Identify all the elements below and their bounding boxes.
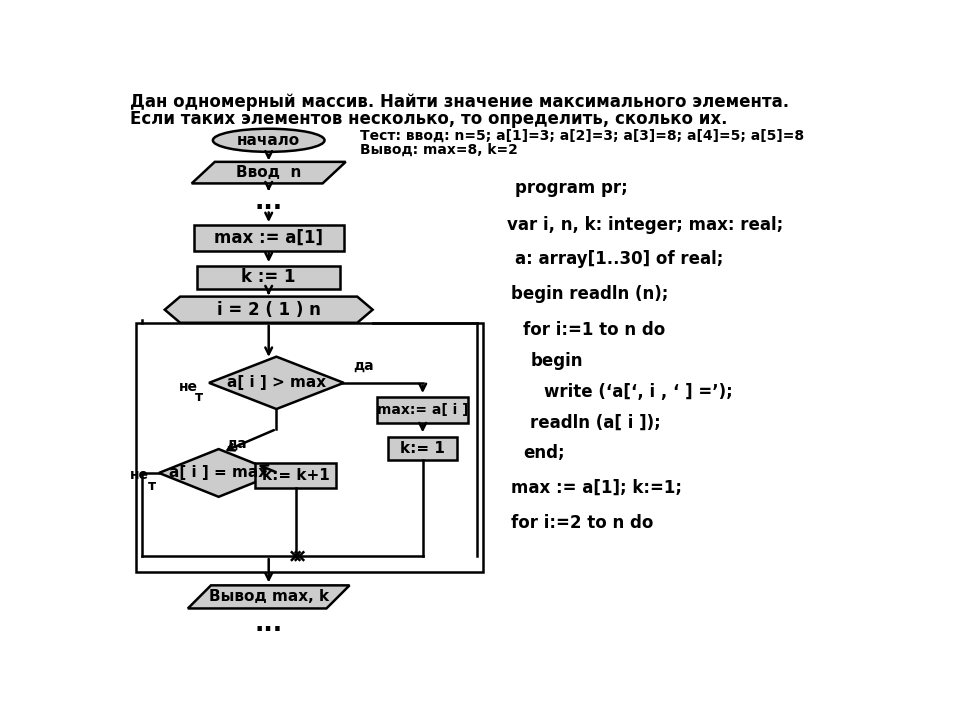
Text: var i, n, k: integer; max: real;: var i, n, k: integer; max: real; — [508, 216, 783, 234]
Text: begin readln (n);: begin readln (n); — [512, 285, 668, 303]
Text: не: не — [131, 468, 150, 482]
Polygon shape — [188, 585, 349, 608]
Polygon shape — [165, 297, 372, 323]
Text: k:= 1: k:= 1 — [400, 441, 445, 456]
Bar — [255, 463, 336, 487]
Text: ...: ... — [254, 612, 283, 636]
Text: max:= a[ i ]: max:= a[ i ] — [377, 402, 468, 417]
Bar — [377, 397, 468, 423]
Text: a[ i ] > max: a[ i ] > max — [227, 375, 326, 390]
Text: for i:=1 to n do: for i:=1 to n do — [523, 321, 665, 339]
Text: т: т — [195, 390, 204, 405]
Bar — [194, 225, 344, 251]
Polygon shape — [159, 449, 278, 497]
Bar — [198, 266, 340, 289]
Text: не: не — [179, 379, 198, 394]
Text: for i:=2 to n do: for i:=2 to n do — [512, 514, 654, 532]
Text: Тест: ввод: n=5; a[1]=3; a[2]=3; a[3]=8; a[4]=5; a[5]=8: Тест: ввод: n=5; a[1]=3; a[2]=3; a[3]=8;… — [360, 129, 804, 143]
Text: Вывод: max=8, k=2: Вывод: max=8, k=2 — [360, 143, 517, 157]
Polygon shape — [192, 162, 346, 184]
Text: program pr;: program pr; — [516, 179, 628, 197]
Ellipse shape — [213, 129, 324, 152]
Text: max := a[1]; k:=1;: max := a[1]; k:=1; — [512, 479, 683, 497]
Text: ...: ... — [254, 190, 283, 214]
Text: Дан одномерный массив. Найти значение максимального элемента.: Дан одномерный массив. Найти значение ма… — [131, 93, 789, 111]
Text: end;: end; — [523, 444, 564, 462]
Text: Если таких элементов несколько, то определить, сколько их.: Если таких элементов несколько, то опред… — [131, 109, 728, 127]
Text: т: т — [148, 479, 156, 493]
Text: readln (a[ i ]);: readln (a[ i ]); — [531, 414, 661, 432]
Text: Вывод max, k: Вывод max, k — [208, 590, 328, 604]
Bar — [136, 323, 483, 572]
Text: write (‘a[‘, i , ‘ ] =’);: write (‘a[‘, i , ‘ ] =’); — [544, 383, 733, 401]
Text: k:= k+1: k:= k+1 — [262, 468, 329, 482]
Text: да: да — [227, 436, 247, 451]
Text: начало: начало — [237, 132, 300, 148]
Polygon shape — [209, 356, 344, 409]
Text: Ввод  n: Ввод n — [236, 165, 301, 180]
Text: a[ i ] = max: a[ i ] = max — [169, 465, 268, 480]
Text: max := a[1]: max := a[1] — [214, 229, 324, 247]
Text: a: array[1..30] of real;: a: array[1..30] of real; — [516, 251, 724, 269]
Text: begin: begin — [531, 352, 583, 370]
Text: i = 2 ( 1 ) n: i = 2 ( 1 ) n — [217, 301, 321, 319]
Bar — [388, 437, 457, 460]
Text: да: да — [353, 359, 374, 373]
Text: k := 1: k := 1 — [242, 269, 296, 287]
